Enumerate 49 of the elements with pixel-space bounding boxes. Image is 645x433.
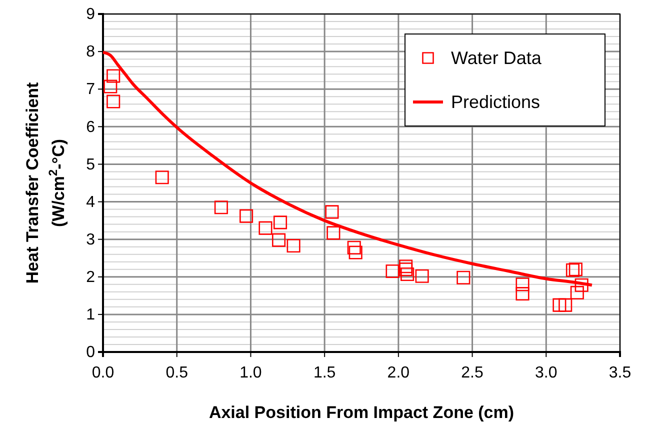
point: [570, 286, 584, 300]
point: [240, 209, 254, 223]
point: [326, 226, 340, 240]
point: [552, 298, 566, 312]
point: [568, 262, 582, 276]
point: [106, 94, 120, 108]
y-tick-label: 5: [86, 156, 96, 174]
x-axis-title: Axial Position From Impact Zone (cm): [208, 403, 514, 422]
legend-label: Predictions: [451, 92, 540, 112]
point: [325, 205, 339, 219]
y-tick-label: 2: [86, 269, 96, 286]
x-tick-label: 2.5: [461, 364, 484, 382]
x-tick-label: 2.0: [387, 364, 410, 382]
x-tick-label: 1.5: [313, 364, 336, 382]
point: [348, 246, 362, 260]
point: [214, 200, 228, 214]
point: [347, 240, 361, 254]
x-tick-label: 0.5: [166, 364, 188, 382]
y-tick-label: 8: [86, 44, 96, 61]
point: [104, 80, 118, 94]
point: [258, 221, 272, 235]
point: [516, 287, 530, 301]
point: [574, 278, 588, 292]
point: [155, 170, 169, 184]
x-tick-label: 3.5: [608, 364, 632, 382]
point: [106, 69, 120, 83]
point: [558, 298, 572, 312]
point: [399, 262, 413, 276]
point: [566, 263, 580, 277]
point: [400, 267, 414, 282]
point: [273, 216, 288, 230]
point: [286, 238, 300, 252]
y-tick-label: 4: [86, 194, 96, 211]
point: [386, 264, 400, 278]
x-tick-label: 1.0: [240, 364, 262, 382]
point: [516, 278, 530, 292]
x-tick-label: 3.0: [535, 364, 558, 382]
y-tick-label: 1: [86, 306, 96, 324]
y-tick-label: 0: [86, 344, 96, 362]
point: [272, 233, 286, 247]
y-tick-label: 9: [86, 6, 96, 24]
point: [399, 260, 413, 274]
point: [415, 269, 429, 283]
y-tick-label: 3: [86, 231, 96, 248]
point: [456, 270, 470, 284]
y-tick-label: 7: [86, 81, 96, 98]
y-tick-label: 6: [86, 118, 96, 136]
x-tick-label: 0.0: [92, 364, 114, 382]
legend-label: Water Data: [451, 48, 542, 68]
